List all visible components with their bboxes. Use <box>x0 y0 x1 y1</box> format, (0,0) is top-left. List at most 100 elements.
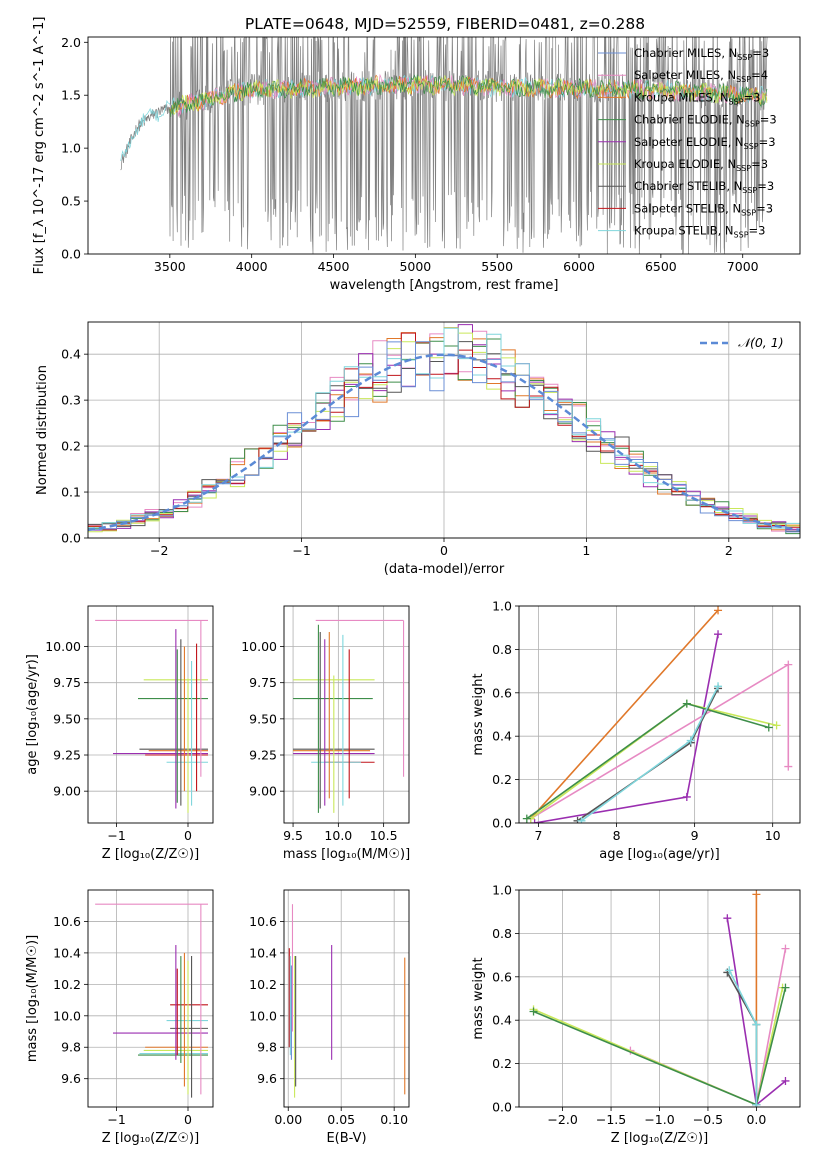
plot-area <box>95 619 208 813</box>
legend-label: Kroupa STELIB, NSSP=3 <box>634 224 765 240</box>
y-axis-label: mass [log₁₀(M/M☉)] <box>25 935 40 1062</box>
x-axis-label: Z [log₁₀(Z/Z☉)] <box>102 847 199 862</box>
weight-point-chabrier_elodie <box>522 814 531 823</box>
legend-text: Chabrier MILES, N <box>634 46 737 60</box>
legend-text: Kroupa STELIB, N <box>634 224 734 238</box>
legend-subscript: SSP <box>745 120 760 129</box>
y-tick-label: 0.2 <box>492 1056 512 1071</box>
y-tick-label: 10.2 <box>249 977 277 992</box>
legend-label-normal: 𝒩(0, 1) <box>738 335 784 350</box>
y-tick-label: 9.8 <box>257 1040 277 1055</box>
y-tick-label: 0.2 <box>492 772 512 787</box>
y-tick-label: 10.2 <box>53 977 81 992</box>
legend-label: Salpeter STELIB, NSSP=3 <box>634 201 773 217</box>
axes-frame <box>87 605 214 824</box>
weight-line-chabrier_elodie <box>526 702 770 820</box>
x-tick-label: 1 <box>582 543 590 558</box>
x-tick-label: 9.5 <box>283 828 303 843</box>
y-tick-label: 0.4 <box>61 347 81 362</box>
model-spectrum-chabrier_elodie <box>169 74 768 118</box>
x-axis-label: Z [log₁₀(Z/Z☉)] <box>102 1131 199 1146</box>
weight-point-kroupa_stelib <box>752 1100 761 1107</box>
weight-point-kroupa_stelib <box>714 682 723 691</box>
y-axis-label: age [log₁₀(age/yr)] <box>25 654 40 775</box>
legend-text: Chabrier ELODIE, N <box>634 113 745 127</box>
axes-frame <box>518 889 801 1108</box>
y-tick-label: 0.0 <box>492 1100 512 1115</box>
axes-age_vs_mass: 9.5 10.0 10.5 9.00 9.25 9.50 9.75 10.00 mass [lo… <box>241 605 410 862</box>
weight-line-chabrier_stelib <box>577 688 719 822</box>
weight-point-chabrier_elodie <box>764 723 773 732</box>
y-tick-label: 0.3 <box>61 393 81 408</box>
x-tick-label: 10 <box>765 828 781 843</box>
y-tick-label: 9.50 <box>249 711 277 726</box>
y-axis-label: Flux [f_λ 10^-17 erg cm^-2 s^-1 A^-1] <box>32 17 47 275</box>
y-tick-label: 1.0 <box>492 599 512 614</box>
y-tick-label: 10.0 <box>249 1008 277 1023</box>
y-tick-label: 0.0 <box>61 247 81 262</box>
weight-point-salpeter_elodie <box>682 792 691 801</box>
legend-label: Salpeter MILES, NSSP=4 <box>634 68 768 84</box>
residual-legend: 𝒩(0, 1) <box>700 335 784 350</box>
figure-title: PLATE=0648, MJD=52559, FIBERID=0481, z=0… <box>245 15 645 33</box>
y-tick-label: 0.2 <box>61 439 81 454</box>
y-tick-label: 1.0 <box>492 883 512 898</box>
x-tick-label: 10.0 <box>324 828 352 843</box>
y-tick-label: 9.8 <box>61 1040 81 1055</box>
legend-label: Salpeter ELODIE, NSSP=3 <box>634 135 776 151</box>
x-tick-label: 0 <box>184 1112 192 1127</box>
legend-text: Salpeter MILES, N <box>634 68 736 82</box>
weight-point-kroupa_elodie <box>772 721 781 730</box>
plot-area <box>88 324 800 535</box>
x-tick-label: 0.0 <box>746 1112 766 1127</box>
legend-subscript: SSP <box>742 186 757 195</box>
x-tick-label: −1 <box>107 828 125 843</box>
weight-point-chabrier_elodie <box>682 699 691 708</box>
legend-subscript: SSP <box>737 53 752 62</box>
plot-area <box>529 890 790 1107</box>
x-tick-label: 0.05 <box>327 1112 355 1127</box>
y-axis-label: mass weight <box>471 673 486 755</box>
y-tick-label: 10.00 <box>241 639 277 654</box>
y-tick-label: 0.6 <box>492 685 512 700</box>
x-tick-label: 10.5 <box>370 828 398 843</box>
weight-point-salpeter_miles <box>784 762 793 771</box>
weight-point-kroupa_stelib <box>686 736 695 745</box>
y-tick-label: 1.0 <box>61 141 81 156</box>
legend-text: Kroupa MILES, N <box>634 90 729 104</box>
y-tick-label: 9.25 <box>53 748 81 763</box>
legend-suffix: =3 <box>759 135 776 149</box>
axes-mass_vs_ebv: 0.00 0.05 0.10 9.6 9.8 10.0 10.2 10.4 10.6 E(B-V) <box>249 889 410 1146</box>
grid <box>519 605 800 824</box>
legend-suffix: =3 <box>752 46 769 60</box>
x-tick-label: 9 <box>691 828 699 843</box>
weight-point-salpeter_elodie <box>781 1076 790 1085</box>
frame: −2 −1 0 1 2 0.0 0.1 0.2 0.3 0.4 (data-model)/error… <box>35 321 801 577</box>
x-tick-label: −1.0 <box>644 1112 674 1127</box>
x-tick-label: 0.10 <box>380 1112 408 1127</box>
axes-frame <box>87 36 801 255</box>
x-tick-label: 8 <box>613 828 621 843</box>
y-tick-label: 10.4 <box>53 945 81 960</box>
legend-text: Chabrier STELIB, N <box>634 179 742 193</box>
x-axis-label: E(B-V) <box>326 1131 366 1146</box>
x-tick-label: 5500 <box>481 259 513 274</box>
legend-suffix: =3 <box>756 201 773 215</box>
y-tick-label: 9.00 <box>249 784 277 799</box>
legend-label: Chabrier ELODIE, NSSP=3 <box>634 113 777 129</box>
weight-line-kroupa_miles <box>530 609 719 820</box>
frame: 0.00 0.05 0.10 9.6 9.8 10.0 10.2 10.4 10.6 E(B-V) <box>249 889 410 1146</box>
y-tick-label: 1.5 <box>61 88 81 103</box>
x-tick-label: 0.00 <box>274 1112 302 1127</box>
legend-text: Salpeter STELIB, N <box>634 201 741 215</box>
axes-frame <box>87 321 801 539</box>
x-tick-label: −0.5 <box>693 1112 723 1127</box>
y-tick-label: 0.6 <box>492 969 512 984</box>
x-tick-label: −2 <box>150 543 168 558</box>
histogram-kroupa_stelib <box>88 327 800 529</box>
legend-suffix: =4 <box>751 68 768 82</box>
weight-point-kroupa_stelib <box>725 966 734 975</box>
plot-area <box>522 606 793 823</box>
